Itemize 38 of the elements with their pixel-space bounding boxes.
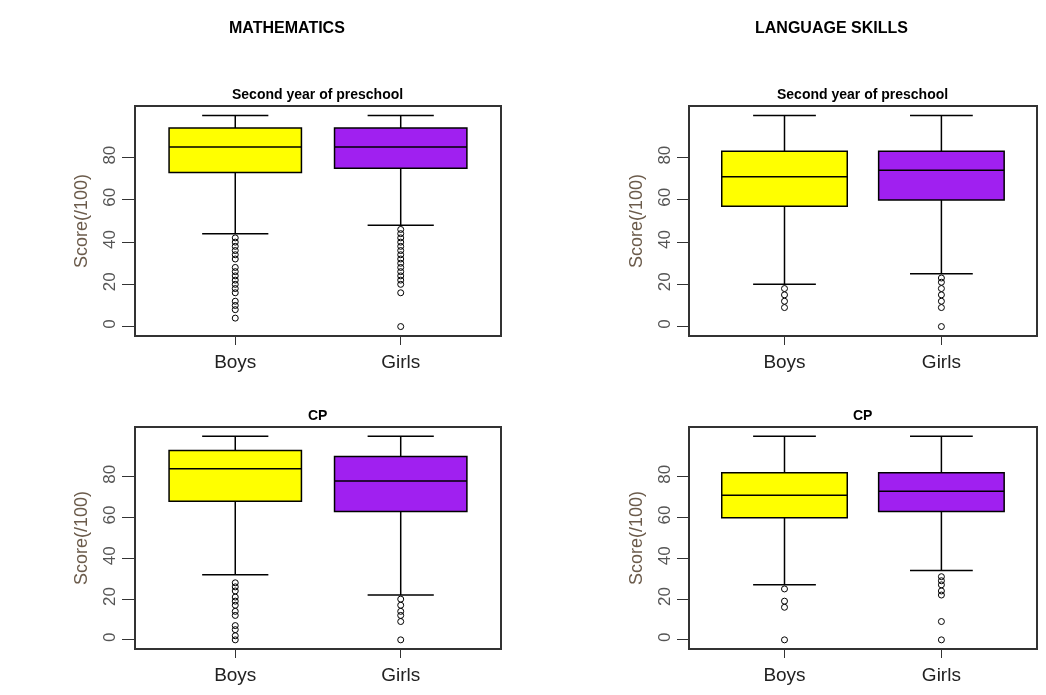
chart-title: LANGUAGE SKILLS (755, 19, 909, 36)
chart-title: MATHEMATICS (229, 19, 346, 36)
y-tick-label: 60 (100, 505, 120, 525)
y-tick-label: 80 (100, 464, 120, 484)
chart-title: CP (308, 407, 328, 423)
y-tick-label: 0 (654, 632, 674, 643)
y-tick-label: 20 (100, 587, 120, 607)
x-tick-label: Girls (381, 350, 421, 372)
x-tick-label: Girls (921, 663, 961, 685)
x-tick-label: Girls (921, 350, 961, 372)
chart-subtitle: Second year of preschool (232, 86, 404, 102)
x-tick-label: Girls (381, 663, 421, 685)
y-tick-label: 40 (100, 230, 120, 250)
y-tick-label: 80 (654, 145, 674, 165)
y-tick-label: 60 (654, 505, 674, 525)
y-tick-label: 0 (100, 632, 120, 643)
y-axis-title: Score(/100) (625, 173, 646, 269)
y-tick-label: 20 (654, 272, 674, 292)
x-tick-label: Boys (214, 663, 257, 685)
x-tick-label: Boys (763, 663, 806, 685)
y-tick-label: 80 (654, 464, 674, 484)
y-tick-label: 20 (654, 587, 674, 607)
y-tick-label: 40 (654, 230, 674, 250)
y-tick-label: 60 (100, 187, 120, 207)
chart-title: CP (853, 407, 873, 423)
x-tick-label: Boys (214, 350, 257, 372)
y-axis-title: Score(/100) (625, 490, 646, 586)
chart-subtitle: Second year of preschool (777, 86, 949, 102)
y-tick-label: 60 (654, 187, 674, 207)
y-tick-label: 80 (100, 145, 120, 165)
y-axis-title: Score(/100) (71, 173, 92, 269)
y-tick-label: 0 (654, 319, 674, 329)
x-tick-label: Boys (763, 350, 806, 372)
y-tick-label: 40 (654, 546, 674, 566)
y-axis-title: Score(/100) (71, 490, 92, 586)
y-tick-label: 0 (100, 319, 120, 329)
y-tick-label: 20 (100, 272, 120, 292)
y-tick-label: 40 (100, 546, 120, 566)
